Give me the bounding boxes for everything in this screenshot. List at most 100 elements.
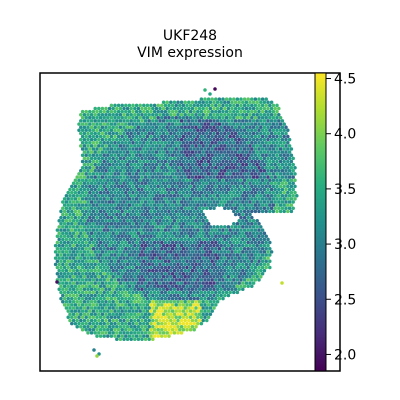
tissue-spot (235, 116, 240, 120)
tissue-spot (199, 309, 204, 313)
tissue-spot (266, 169, 270, 173)
tissue-spot (246, 103, 250, 108)
tissue-spot (174, 153, 178, 157)
tissue-spot (284, 206, 288, 210)
tissue-spot (66, 296, 70, 301)
tissue-spot (88, 134, 92, 139)
tissue-spot (284, 156, 288, 161)
tissue-spot (275, 165, 279, 170)
tissue-spot (143, 225, 148, 229)
tissue-spot (242, 159, 247, 164)
tissue-spot (187, 131, 191, 136)
tissue-spot (89, 281, 94, 285)
tissue-spot (140, 181, 144, 186)
tissue-spot (124, 321, 128, 326)
tissue-spot (109, 265, 114, 270)
tissue-spot (185, 271, 189, 276)
tissue-spot (181, 134, 186, 139)
tissue-spot (187, 137, 191, 142)
tissue-spot (91, 253, 96, 257)
tissue-spot (237, 262, 241, 267)
tissue-spot (223, 125, 227, 129)
tissue-spot (233, 112, 238, 117)
tissue-spot (188, 184, 193, 189)
tissue-spot (115, 187, 119, 192)
tissue-spot (106, 197, 110, 201)
tissue-spot (282, 190, 286, 195)
tissue-spot (147, 300, 151, 304)
tissue-spot (163, 278, 168, 282)
tissue-spot (116, 122, 121, 126)
tissue-spot (170, 278, 175, 282)
tissue-spot (93, 262, 97, 267)
tissue-spot (176, 268, 180, 273)
tissue-spot (163, 215, 168, 220)
tissue-spot (91, 134, 96, 139)
tissue-spot (237, 200, 241, 204)
tissue-spot (235, 247, 240, 251)
tissue-spot (268, 153, 272, 157)
tissue-spot (70, 271, 74, 276)
tissue-spot (154, 218, 159, 223)
tissue-spot (273, 131, 277, 136)
tissue-spot (250, 141, 254, 145)
tissue-spot (158, 256, 162, 260)
tissue-spot (269, 169, 274, 173)
tissue-spot (143, 318, 148, 323)
tissue-spot (145, 259, 150, 263)
tissue-spot (280, 131, 285, 136)
tissue-spot (190, 324, 195, 329)
tissue-spot (79, 144, 83, 148)
tissue-spot (230, 262, 234, 267)
tissue-spot (138, 334, 142, 338)
tissue-spot (203, 159, 207, 164)
tissue-spot (73, 197, 78, 201)
tissue-spot (122, 218, 126, 223)
tissue-spot (100, 144, 105, 148)
tissue-spot (100, 262, 105, 267)
tissue-spot (190, 293, 195, 298)
tissue-spot (174, 315, 178, 320)
tissue-spot (203, 134, 207, 139)
tissue-spot (100, 306, 105, 310)
tissue-spot (89, 287, 94, 292)
tissue-spot (170, 240, 175, 245)
tissue-spot (151, 144, 155, 148)
tissue-spot (127, 215, 132, 220)
tissue-spot (280, 119, 285, 123)
tissue-spot (196, 128, 200, 133)
tissue-spot (165, 268, 169, 273)
tissue-spot (170, 215, 175, 220)
tissue-spot (70, 209, 74, 214)
tissue-spot (250, 103, 254, 108)
tissue-spot (102, 128, 106, 133)
tissue-spot (124, 116, 128, 120)
tissue-spot (95, 315, 99, 320)
tissue-spot (248, 231, 252, 235)
tissue-spot (179, 331, 184, 335)
tissue-spot (149, 290, 153, 295)
tissue-spot (233, 119, 238, 123)
tissue-spot (127, 184, 132, 189)
tissue-spot (102, 290, 106, 295)
tissue-spot (95, 222, 99, 226)
tissue-spot (88, 215, 92, 220)
tissue-spot (221, 278, 225, 282)
tissue-spot (104, 300, 108, 304)
tissue-spot (197, 112, 202, 117)
tissue-spot (143, 144, 148, 148)
tissue-spot (183, 144, 187, 148)
tissue-spot (248, 144, 252, 148)
tissue-spot (161, 156, 166, 161)
tissue-spot (138, 134, 142, 139)
tissue-spot (142, 165, 146, 170)
tissue-spot (95, 197, 99, 201)
tissue-spot (223, 281, 227, 285)
tissue-spot (188, 321, 193, 326)
tissue-spot (203, 172, 207, 176)
tissue-spot (212, 300, 216, 304)
tissue-spot (183, 225, 187, 229)
tissue-spot (206, 165, 211, 170)
tissue-spot (88, 172, 92, 176)
tissue-spot (149, 328, 153, 332)
